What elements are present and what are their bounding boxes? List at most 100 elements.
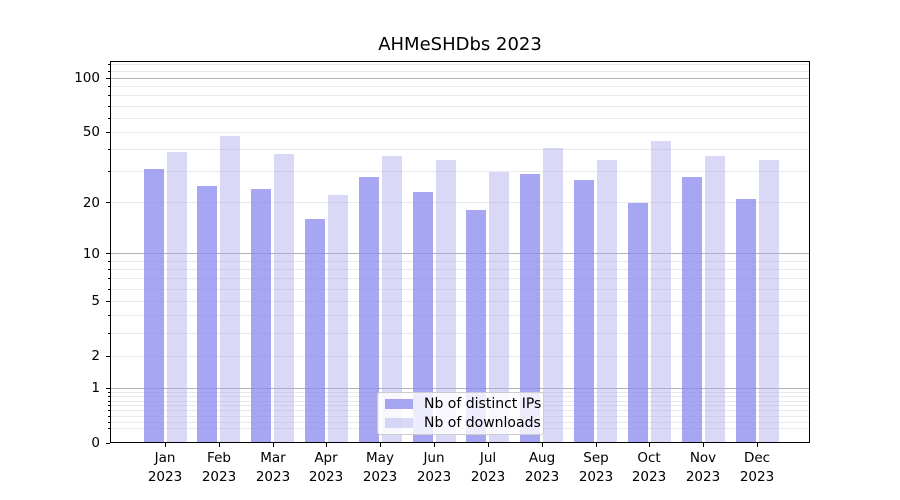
bar-downloads: [650, 140, 671, 443]
gridline-minor: [111, 132, 809, 133]
legend-item-downloads: Nb of downloads: [385, 414, 543, 433]
y-minor-tick-mark: [108, 106, 110, 107]
gridline-minor: [111, 64, 809, 65]
bar-distinct-ips: [466, 210, 487, 443]
gridline-major: [111, 388, 809, 389]
gridline-minor: [111, 202, 809, 203]
x-tick-label: May 2023: [350, 449, 410, 487]
legend-item-distinct-ips: Nb of distinct IPs: [385, 395, 543, 414]
bar-distinct-ips: [574, 179, 595, 443]
bar-distinct-ips: [251, 188, 272, 443]
y-minor-tick-mark: [108, 269, 110, 270]
x-tick-label-year: 2023: [147, 469, 183, 485]
y-minor-tick-mark: [108, 86, 110, 87]
x-tick-label-month: Sep: [583, 450, 609, 466]
y-tick-label: 2: [91, 348, 100, 364]
bar-downloads: [328, 195, 348, 443]
x-tick-label-month: Apr: [314, 450, 338, 466]
legend-swatch-distinct-ips: [385, 399, 413, 409]
gridline-minor: [111, 86, 809, 87]
x-tick-mark: [703, 443, 704, 447]
x-tick-mark: [380, 443, 381, 447]
bar-downloads: [597, 160, 618, 443]
bar-downloads: [274, 153, 295, 443]
x-tick-label-year: 2023: [416, 469, 452, 485]
x-tick-label-month: Jul: [479, 450, 497, 466]
x-tick-label: Jan 2023: [135, 449, 195, 487]
y-tick-label: 50: [82, 124, 100, 140]
x-tick-mark: [488, 443, 489, 447]
x-tick-label: Feb 2023: [189, 449, 249, 487]
gridline-minor: [111, 289, 809, 290]
y-minor-tick-mark: [108, 401, 110, 402]
y-tick-mark: [106, 202, 110, 203]
x-tick-label-year: 2023: [255, 469, 291, 485]
bar-distinct-ips: [305, 219, 325, 443]
bar-downloads: [381, 155, 402, 443]
x-tick-label-year: 2023: [524, 469, 560, 485]
y-tick-mark: [106, 78, 110, 79]
bar-distinct-ips: [735, 198, 756, 443]
gridline-minor: [111, 149, 809, 150]
x-tick-mark: [757, 443, 758, 447]
gridline-major: [111, 78, 809, 79]
x-tick-mark: [165, 443, 166, 447]
gridline-minor: [111, 278, 809, 279]
x-tick-label-month: Oct: [637, 450, 661, 466]
y-minor-tick-mark: [108, 333, 110, 334]
y-minor-tick-mark: [108, 149, 110, 150]
gridline-minor: [111, 269, 809, 270]
x-tick-mark: [649, 443, 650, 447]
x-tick-label-year: 2023: [362, 469, 398, 485]
x-tick-label: Nov 2023: [673, 449, 733, 487]
y-tick-label: 0: [91, 435, 100, 451]
x-tick-label: Apr 2023: [296, 449, 356, 487]
y-minor-tick-mark: [108, 95, 110, 96]
gridline-minor: [111, 301, 809, 302]
y-tick-label: 100: [74, 70, 100, 86]
y-minor-tick-mark: [108, 422, 110, 423]
gridline-minor: [111, 356, 809, 357]
y-minor-tick-mark: [108, 171, 110, 172]
x-tick-label-month: May: [366, 450, 394, 466]
y-tick-label: 5: [91, 293, 100, 309]
gridline-minor: [111, 95, 809, 96]
gridline-minor: [111, 261, 809, 262]
legend-label-downloads: Nb of downloads: [424, 414, 541, 431]
y-tick-label: 10: [82, 246, 100, 262]
y-tick-mark: [106, 388, 110, 389]
gridline-minor: [111, 315, 809, 316]
x-tick-label-year: 2023: [470, 469, 506, 485]
x-tick-mark: [434, 443, 435, 447]
chart-title: AHMeSHDbs 2023: [378, 34, 542, 55]
y-minor-tick-mark: [108, 428, 110, 429]
x-tick-label: Aug 2023: [512, 449, 572, 487]
x-tick-label-year: 2023: [631, 469, 667, 485]
y-minor-tick-mark: [108, 416, 110, 417]
bar-distinct-ips: [681, 177, 702, 443]
y-minor-tick-mark: [108, 64, 110, 65]
gridline-minor: [111, 106, 809, 107]
x-tick-label-year: 2023: [578, 469, 614, 485]
y-tick-mark: [106, 253, 110, 254]
x-tick-label-month: Mar: [260, 450, 286, 466]
x-tick-label-month: Jun: [423, 450, 445, 466]
bar-distinct-ips: [520, 174, 541, 443]
y-tick-mark: [106, 132, 110, 133]
y-minor-tick-mark: [108, 278, 110, 279]
bar-downloads: [704, 155, 725, 443]
x-tick-mark: [542, 443, 543, 447]
legend-swatch-downloads: [385, 418, 413, 428]
gridline-minor: [111, 171, 809, 172]
y-minor-tick-mark: [108, 315, 110, 316]
x-tick-label: Mar 2023: [243, 449, 303, 487]
x-tick-label-month: Nov: [689, 450, 717, 466]
bar-downloads: [543, 147, 564, 443]
x-tick-label-year: 2023: [685, 469, 721, 485]
gridline-minor: [111, 333, 809, 334]
bar-downloads: [489, 171, 510, 443]
gridline-minor: [111, 71, 809, 72]
gridline-minor: [111, 118, 809, 119]
bar-distinct-ips: [143, 169, 164, 443]
